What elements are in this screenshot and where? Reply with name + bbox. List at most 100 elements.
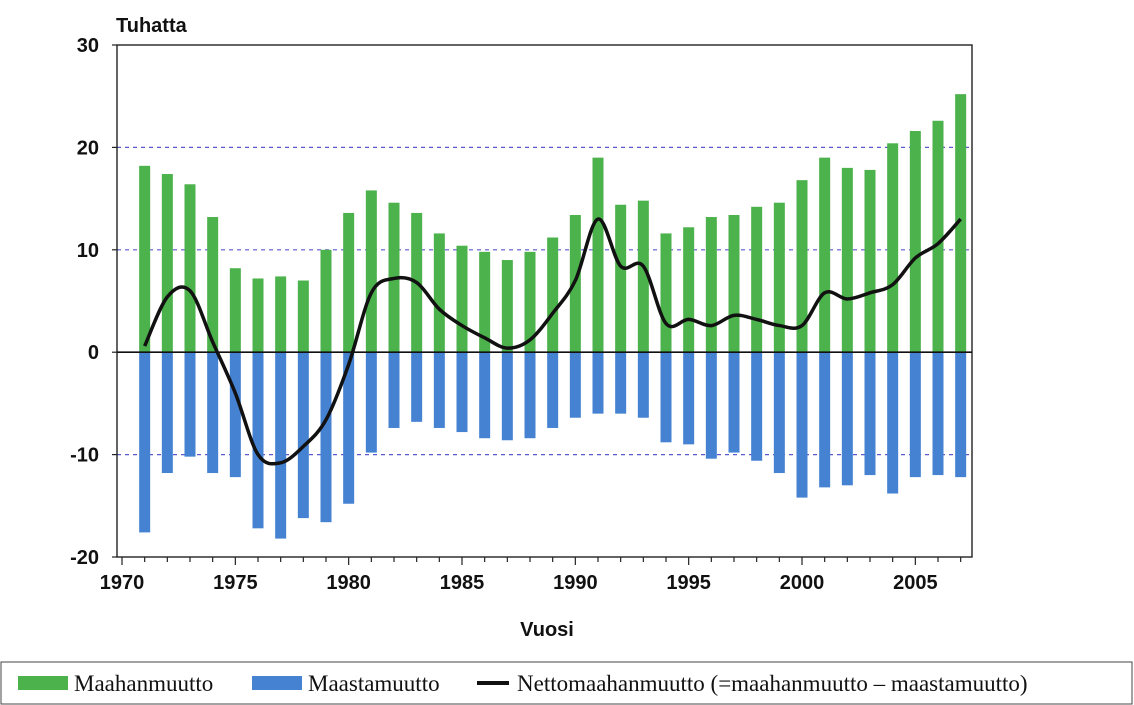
bar-maastamuutto [252,352,264,529]
x-axis-title: Vuosi [520,619,574,641]
x-tick-label: 1990 [553,572,598,594]
bar-maastamuutto [592,352,604,414]
bar-maahanmuutto [343,212,355,353]
legend-label: Maastamuutto [308,671,440,696]
bar-maahanmuutto [615,204,627,353]
x-tick-label: 2000 [780,572,825,594]
bar-maahanmuutto [161,174,173,353]
bar-maahanmuutto [456,245,468,353]
bar-maahanmuutto [547,237,559,353]
x-tick-label: 1975 [213,572,258,594]
bar-maastamuutto [637,352,649,418]
bar-maahanmuutto [275,276,287,353]
axes [116,44,973,558]
bar-maastamuutto [569,352,581,418]
bar-maastamuutto [275,352,287,539]
bar-maastamuutto [887,352,899,494]
legend-swatch [252,676,302,690]
bar-maastamuutto [660,352,672,443]
bar-maastamuutto [343,352,355,504]
legend-swatch [18,676,68,690]
legend: Maahanmuutto Maastamuutto Nettomaahanmuutt… [0,661,1133,705]
bar-maastamuutto [909,352,921,478]
bar-maahanmuutto [501,260,513,353]
bar-maastamuutto [297,352,309,519]
bar-maastamuutto [841,352,853,486]
bar-maahanmuutto [887,143,899,353]
bar-maahanmuutto [864,169,876,353]
bar-maastamuutto [139,352,151,533]
bar-maastamuutto [751,352,763,461]
x-tick-label: 1995 [666,572,711,594]
bar-maastamuutto [819,352,831,488]
y-tick-label: 10 [77,240,99,262]
bar-maastamuutto [456,352,468,433]
bar-maahanmuutto [751,206,763,353]
bar-maastamuutto [479,352,491,439]
bar-maastamuutto [773,352,785,474]
bar-maahanmuutto [320,249,332,353]
bar-maastamuutto [365,352,377,453]
y-tick-label: -10 [70,445,99,467]
bar-maastamuutto [864,352,876,476]
legend-label: Maahanmuutto [74,671,213,696]
bar-maastamuutto [728,352,740,453]
bar-maastamuutto [955,352,967,478]
bar-maahanmuutto [932,120,944,353]
bar-maahanmuutto [229,268,241,353]
bar-maastamuutto [388,352,400,428]
bar-maahanmuutto [139,165,151,353]
bar-maahanmuutto [773,202,785,353]
bar-maastamuutto [184,352,196,457]
bar-maastamuutto [161,352,173,474]
bar-maahanmuutto [796,180,808,353]
x-tick-label: 2005 [893,572,938,594]
bar-maahanmuutto [433,233,445,353]
legend-label: Nettomaahanmuutto (=maahanmuutto – maast… [517,671,1028,696]
bar-maastamuutto [524,352,536,439]
bar-maastamuutto [547,352,559,428]
bar-maahanmuutto [683,227,695,353]
bar-maastamuutto [683,352,695,445]
bar-maahanmuutto [705,217,717,353]
x-tick-label: 1970 [100,572,145,594]
bar-maahanmuutto [252,278,264,353]
bar-maahanmuutto [479,251,491,353]
bar-maastamuutto [229,352,241,478]
bar-maahanmuutto [637,200,649,353]
y-axis-title: Tuhatta [116,15,188,37]
bar-maastamuutto [411,352,423,422]
bar-maahanmuutto [660,233,672,353]
bar-maahanmuutto [909,131,921,353]
bar-maastamuutto [320,352,332,523]
bar-maastamuutto [796,352,808,498]
bar-maahanmuutto [365,190,377,353]
plot-frame [116,44,973,558]
bar-maahanmuutto [592,157,604,353]
x-tick-label: 1985 [440,572,485,594]
bar-maahanmuutto [819,157,831,353]
bar-maastamuutto [501,352,513,441]
bar-maastamuutto [705,352,717,459]
bar-maastamuutto [615,352,627,414]
bar-maahanmuutto [841,167,853,353]
x-tick-label: 1980 [326,572,371,594]
bar-maastamuutto [433,352,445,428]
bar-maahanmuutto [184,184,196,353]
bar-maahanmuutto [728,214,740,353]
bars [139,94,967,539]
bar-maahanmuutto [207,217,219,353]
net-line [143,217,962,466]
bar-maastamuutto [932,352,944,476]
y-tick-label: 30 [77,35,99,57]
bar-maahanmuutto [297,280,309,353]
bar-maastamuutto [207,352,219,474]
bar-maahanmuutto [524,251,536,353]
y-tick-labels: 30 20 10 0 -10 -20 [70,35,117,569]
y-tick-label: -20 [70,547,99,569]
y-tick-label: 0 [88,342,99,364]
bar-maahanmuutto [955,94,967,353]
legend-box [0,661,1133,705]
y-tick-label: 20 [77,137,99,159]
